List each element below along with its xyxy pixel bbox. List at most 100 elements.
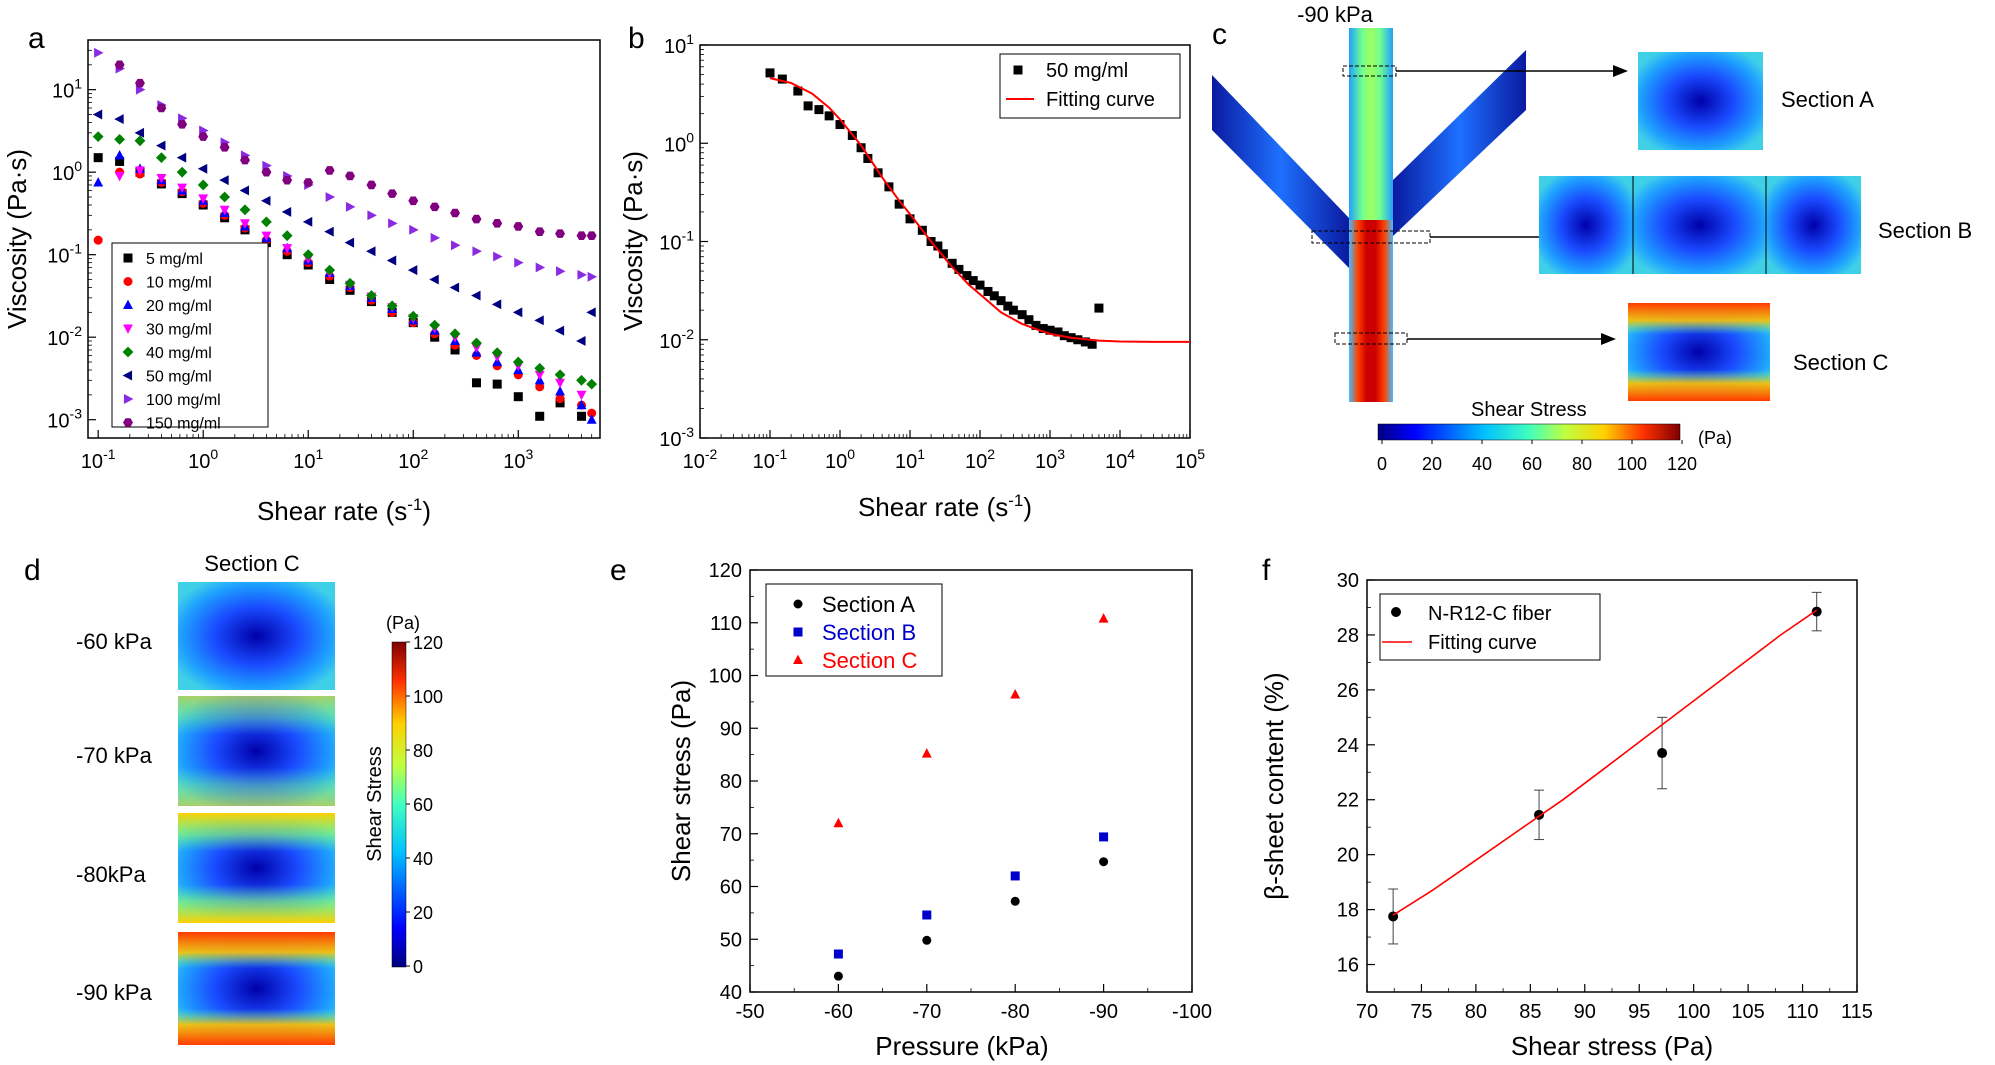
- data-point-series7-4: [198, 132, 209, 141]
- data-point-series6-15: [409, 224, 419, 235]
- data-point-series0-18: [947, 258, 957, 268]
- data-point-series0-3: [803, 101, 813, 111]
- data-point-series0-2: [1657, 748, 1668, 759]
- x-axis-label-e: Pressure (kPa): [875, 1031, 1048, 1061]
- panel-label-f: f: [1262, 554, 1271, 587]
- x-tick-label-7: 105: [1731, 1001, 1764, 1023]
- x-tick-label-5: -100: [1172, 1001, 1212, 1023]
- panel-label-c: c: [1212, 18, 1227, 51]
- panel-a: a 10-1 100 101 102 103 10-3 10-2 10-1 100 101 5 m…: [2, 22, 601, 526]
- data-point-series0-1: [115, 156, 125, 166]
- data-point-series0-39: [1094, 303, 1104, 313]
- data-point-series0-28: [1017, 310, 1027, 320]
- colorbar-tick-label-4: 80: [413, 741, 433, 761]
- axis-ticks-a: 10-1 100 101 102 103 10-3 10-2 10-1 100 101: [47, 39, 601, 473]
- data-point-series0-31: [1038, 324, 1048, 334]
- colorbar-tick-label-6: 120: [1667, 454, 1697, 474]
- data-point-series5-2: [134, 127, 145, 138]
- data-point-series1-24: [587, 408, 597, 418]
- pressure-label-60: -60 kPa: [76, 629, 153, 654]
- y-tick-label-4: 101: [52, 76, 82, 103]
- data-point-series0-26: [1003, 301, 1013, 311]
- panel-label-e: e: [610, 554, 627, 587]
- data-point-series4-9: [281, 230, 293, 242]
- data-point-series5-5: [197, 163, 208, 174]
- legend-label-7: 150 mg/ml: [146, 416, 221, 433]
- x-tick-label-6: 100: [1677, 1001, 1710, 1023]
- panel-label-b: b: [628, 22, 645, 55]
- section-a-label: Section A: [1781, 87, 1874, 112]
- data-point-series3-0: [114, 171, 125, 182]
- data-point-series7-21: [555, 229, 566, 238]
- data-point-series4-16: [429, 319, 441, 331]
- data-point-series5-1: [114, 114, 124, 125]
- data-point-series6-21: [535, 262, 546, 273]
- data-point-series5-7: [239, 185, 250, 196]
- data-point-series0-6: [835, 120, 845, 130]
- data-point-series1-21: [535, 382, 545, 392]
- legend-label-1: Fitting curve: [1046, 89, 1155, 111]
- section-c-hot-overlay: [1628, 303, 1770, 401]
- y-axis-label-a: Viscosity (Pa·s): [2, 149, 32, 329]
- x-tick-label-0: 10-2: [683, 446, 718, 473]
- data-point-series2-0: [93, 177, 104, 187]
- data-point-series7-23: [586, 231, 597, 240]
- panel-d-title: Section C: [204, 551, 299, 576]
- data-point-series0-38: [1087, 339, 1097, 349]
- data-point-series7-7: [261, 167, 272, 177]
- data-point-series4-20: [512, 356, 524, 368]
- data-point-series7-12: [366, 180, 377, 190]
- data-point-series5-12: [344, 237, 355, 248]
- data-point-series2-3: [1098, 613, 1109, 623]
- data-point-series4-22: [554, 369, 566, 381]
- legend-marker-2: [123, 299, 133, 310]
- data-point-series4-6: [219, 191, 231, 203]
- outlet-channel: [1349, 220, 1393, 402]
- data-point-series2-0: [833, 817, 844, 828]
- x-tick-label-2: 101: [293, 446, 323, 473]
- y-tick-label-6: 100: [709, 666, 742, 688]
- x-tick-label-1: 100: [188, 446, 218, 473]
- colorbar-tick-label-1: 20: [413, 903, 433, 923]
- data-point-series6-20: [514, 257, 524, 268]
- data-point-series0-0: [765, 68, 775, 78]
- data-point-series0-21: [968, 276, 978, 286]
- legend-label-2: 20 mg/ml: [146, 298, 212, 315]
- data-point-series4-2: [134, 135, 146, 147]
- colorbar-d: [391, 641, 407, 968]
- data-point-series4-7: [239, 204, 251, 216]
- data-point-series4-18: [471, 337, 482, 349]
- section-b-right-cell: [1766, 176, 1861, 274]
- axis-ticks-f: 70 75 80 85 90 95 100 105 110 115 16 18 20 22 24 26 28 30: [1337, 570, 1873, 1023]
- legend-marker-0: [1391, 607, 1401, 617]
- data-point-series0-2: [1010, 896, 1020, 906]
- x-tick-label-6: 104: [1105, 446, 1135, 473]
- data-point-series6-14: [388, 218, 398, 229]
- data-marks-a: [92, 47, 598, 424]
- pressure-label-c: -90 kPa: [1297, 2, 1374, 27]
- y-tick-label-2: 60: [720, 877, 742, 899]
- legend-marker-2: [793, 654, 803, 665]
- colorbar-tick-label-2: 40: [1472, 454, 1492, 474]
- arrowhead-a: [1613, 65, 1628, 77]
- data-point-series3-4: [198, 194, 209, 204]
- section-b-mid-cell: [1633, 176, 1766, 274]
- colorbar-tick-label-1: 20: [1422, 454, 1442, 474]
- legend-box-b: [999, 53, 1181, 119]
- section-c-cut: [1334, 332, 1408, 345]
- pressure-label-80: -80kPa: [76, 862, 146, 887]
- axis-ticks-b: 10-2 10-1 100 101 102 103 104 10510-310-210-110…: [659, 31, 1205, 473]
- data-point-series0-22: [975, 280, 985, 290]
- x-tick-label-4: 102: [965, 446, 995, 473]
- data-point-series2-23: [576, 399, 587, 410]
- data-point-series0-19: [492, 379, 502, 389]
- data-point-series0-17: [450, 345, 460, 355]
- y-axis-label-e: Shear stress (Pa): [666, 680, 696, 882]
- y-tick-label-8: 120: [709, 560, 742, 582]
- data-point-series0-33: [1053, 327, 1063, 337]
- y-tick-label-5: 90: [720, 718, 742, 740]
- data-point-series2-1: [921, 748, 932, 758]
- data-point-series0-24: [989, 291, 999, 301]
- data-point-series4-4: [176, 166, 188, 178]
- data-point-series5-23: [576, 336, 586, 346]
